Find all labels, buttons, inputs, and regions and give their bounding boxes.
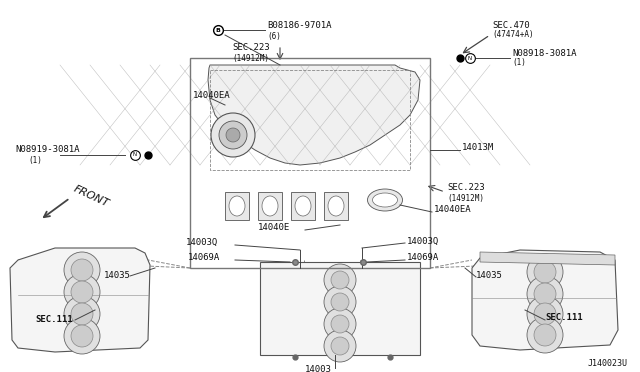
Bar <box>291 192 315 220</box>
Polygon shape <box>480 252 615 265</box>
Text: (6): (6) <box>267 32 281 41</box>
Bar <box>258 192 282 220</box>
Text: (47474+A): (47474+A) <box>492 31 534 39</box>
Circle shape <box>71 303 93 325</box>
Circle shape <box>331 337 349 355</box>
Text: N: N <box>133 153 137 157</box>
Text: N: N <box>468 55 472 61</box>
Circle shape <box>527 254 563 290</box>
Circle shape <box>64 252 100 288</box>
Text: 14003Q: 14003Q <box>407 237 439 246</box>
Circle shape <box>324 286 356 318</box>
Text: SEC.223: SEC.223 <box>232 44 269 52</box>
Bar <box>210 70 410 170</box>
Text: B: B <box>216 28 220 32</box>
Text: 14069A: 14069A <box>407 253 439 263</box>
Text: (1): (1) <box>28 155 42 164</box>
Circle shape <box>331 271 349 289</box>
Circle shape <box>64 296 100 332</box>
Text: 14040EA: 14040EA <box>193 92 230 100</box>
Circle shape <box>534 261 556 283</box>
Bar <box>190 58 430 268</box>
Text: (14912M): (14912M) <box>447 193 484 202</box>
Text: N08919-3081A: N08919-3081A <box>15 145 79 154</box>
Text: 14035: 14035 <box>104 270 131 279</box>
Circle shape <box>331 315 349 333</box>
Text: SEC.111: SEC.111 <box>545 314 582 323</box>
Circle shape <box>71 259 93 281</box>
Text: B08186-9701A: B08186-9701A <box>267 22 332 31</box>
Bar <box>225 192 249 220</box>
Circle shape <box>331 293 349 311</box>
Circle shape <box>211 113 255 157</box>
Circle shape <box>324 330 356 362</box>
Text: SEC.223: SEC.223 <box>447 183 484 192</box>
Ellipse shape <box>367 189 403 211</box>
Circle shape <box>324 264 356 296</box>
Circle shape <box>64 318 100 354</box>
Text: 14013M: 14013M <box>462 144 494 153</box>
Ellipse shape <box>229 196 245 216</box>
Text: N08918-3081A: N08918-3081A <box>512 49 577 58</box>
Polygon shape <box>472 250 618 350</box>
Text: 14003Q: 14003Q <box>186 237 218 247</box>
Circle shape <box>71 281 93 303</box>
Text: SEC.470: SEC.470 <box>492 20 530 29</box>
Circle shape <box>71 325 93 347</box>
Text: 14003: 14003 <box>305 366 332 372</box>
Text: 14035: 14035 <box>476 272 503 280</box>
Circle shape <box>527 317 563 353</box>
Polygon shape <box>260 262 420 355</box>
Circle shape <box>64 274 100 310</box>
Text: 14040E: 14040E <box>258 224 291 232</box>
Ellipse shape <box>328 196 344 216</box>
Circle shape <box>219 121 247 149</box>
Text: (14912M): (14912M) <box>232 54 269 62</box>
Circle shape <box>534 283 556 305</box>
Circle shape <box>527 276 563 312</box>
Polygon shape <box>10 248 150 352</box>
Polygon shape <box>208 65 420 165</box>
Text: FRONT: FRONT <box>72 183 111 209</box>
Text: J140023U: J140023U <box>588 359 628 368</box>
Text: SEC.111: SEC.111 <box>35 315 72 324</box>
Circle shape <box>527 296 563 332</box>
Ellipse shape <box>295 196 311 216</box>
Circle shape <box>226 128 240 142</box>
Text: 14069A: 14069A <box>188 253 220 263</box>
Ellipse shape <box>262 196 278 216</box>
Circle shape <box>324 308 356 340</box>
Circle shape <box>534 324 556 346</box>
Text: (1): (1) <box>512 58 526 67</box>
Text: 14040EA: 14040EA <box>434 205 472 215</box>
Ellipse shape <box>372 193 397 207</box>
Circle shape <box>534 303 556 325</box>
Bar <box>324 192 348 220</box>
